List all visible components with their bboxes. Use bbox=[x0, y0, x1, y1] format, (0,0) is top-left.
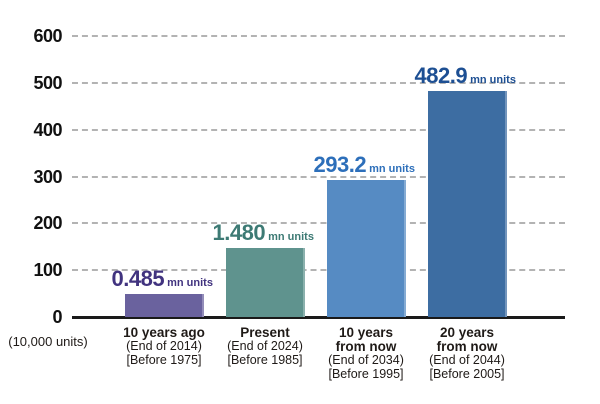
gridline bbox=[72, 128, 565, 131]
y-axis-tick-label: 300 bbox=[33, 166, 62, 187]
category-subline: (End of 2034) bbox=[328, 353, 404, 367]
category-line: 10 years bbox=[338, 325, 394, 340]
value-unit: mn units bbox=[467, 73, 516, 86]
category-line: 20 years bbox=[439, 325, 495, 340]
category-label: 10 years ago (End of 2014) [Before 1975] bbox=[104, 326, 224, 367]
x-axis-line bbox=[72, 316, 565, 319]
value-number: 293.2 bbox=[313, 151, 367, 177]
gridline bbox=[72, 222, 565, 225]
y-axis-tick-label: 500 bbox=[33, 72, 62, 93]
category-line: from now bbox=[436, 339, 498, 354]
y-axis-tick-label: 200 bbox=[33, 213, 62, 234]
category-subline: [Before 2005] bbox=[429, 366, 505, 381]
gridline bbox=[72, 175, 565, 178]
value-unit: mn units bbox=[164, 277, 213, 290]
bar-1 bbox=[124, 294, 204, 317]
bar-value-label: 482.9 mn units bbox=[415, 63, 516, 89]
y-axis-unit-note: (10,000 units) bbox=[8, 334, 88, 349]
category-subline: [Before 1985] bbox=[227, 352, 303, 367]
category-line: Present bbox=[240, 325, 290, 340]
category-label: 20 years from now (End of 2044) [Before 200… bbox=[407, 326, 527, 381]
category-subline: [Before 1995] bbox=[328, 366, 404, 381]
y-axis-tick-label: 600 bbox=[33, 26, 62, 46]
category-subline: (End of 2024) bbox=[227, 339, 303, 353]
category-line: from now bbox=[335, 339, 397, 354]
bar-value-label: 1.480 mn units bbox=[213, 220, 314, 246]
bar-2 bbox=[225, 247, 305, 317]
y-axis-tick-label: 0 bbox=[52, 307, 62, 327]
gridline bbox=[72, 35, 565, 37]
category-line: 10 years ago bbox=[123, 325, 205, 340]
gridline bbox=[72, 81, 565, 84]
value-unit: mn units bbox=[265, 230, 314, 243]
bar-value-label: 0.485 mn units bbox=[112, 266, 213, 292]
category-subline: (End of 2014) bbox=[126, 339, 202, 353]
y-axis-tick-label: 100 bbox=[33, 260, 62, 281]
value-number: 1.480 bbox=[212, 219, 266, 245]
category-label: 10 years from now (End of 2034) [Before 199… bbox=[306, 326, 426, 381]
category-label: Present (End of 2024) [Before 1985] bbox=[205, 326, 325, 367]
bar-4 bbox=[427, 90, 507, 317]
value-number: 482.9 bbox=[414, 62, 468, 88]
gridline bbox=[72, 269, 565, 272]
value-number: 0.485 bbox=[111, 266, 165, 292]
bar-value-label: 293.2 mn units bbox=[314, 152, 415, 178]
bar-3 bbox=[326, 179, 406, 317]
y-axis-tick-label: 400 bbox=[33, 119, 62, 140]
category-subline: (End of 2044) bbox=[429, 353, 505, 367]
value-unit: mn units bbox=[366, 162, 415, 175]
category-subline: [Before 1975] bbox=[126, 352, 202, 367]
